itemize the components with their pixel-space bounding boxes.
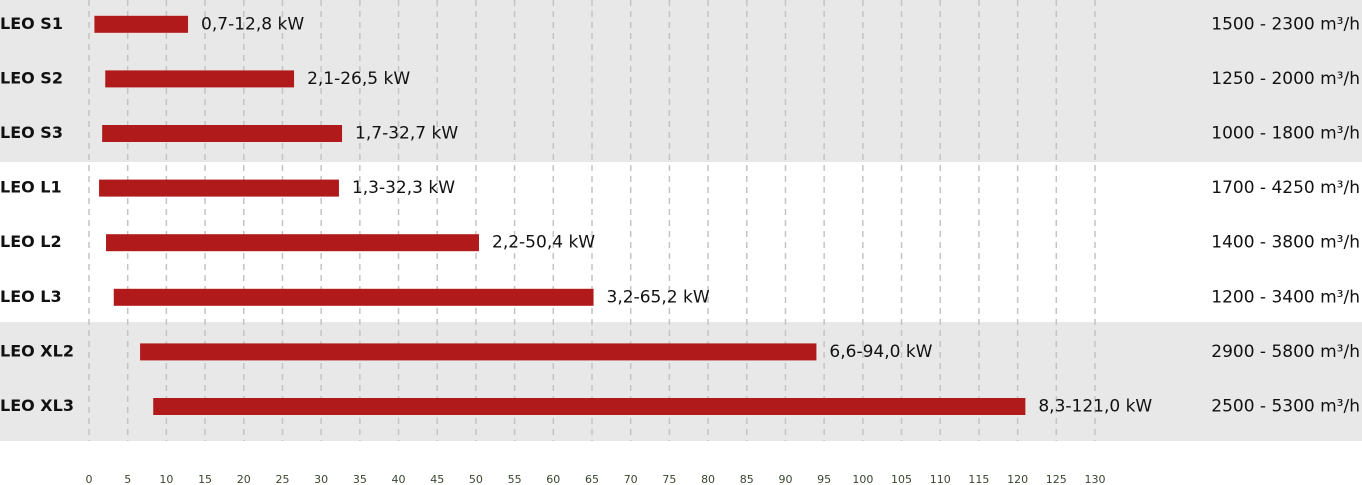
airflow-label: 1700 - 4250 m³/h [1211, 178, 1360, 198]
bar [106, 234, 480, 252]
x-tick-label: 0 [86, 473, 93, 485]
row-group-bg [0, 322, 1362, 441]
airflow-label: 2900 - 5800 m³/h [1211, 342, 1360, 362]
x-tick-label: 20 [237, 473, 251, 485]
x-tick-label: 120 [1007, 473, 1028, 485]
x-tick-label: 65 [585, 473, 599, 485]
airflow-label: 1000 - 1800 m³/h [1211, 124, 1360, 144]
category-label: LEO XL3 [0, 396, 74, 415]
x-tick-label: 55 [508, 473, 522, 485]
x-tick-label: 35 [353, 473, 367, 485]
category-label: LEO S2 [0, 68, 63, 87]
x-tick-label: 25 [275, 473, 289, 485]
bar [113, 288, 594, 306]
x-tick-label: 110 [930, 473, 951, 485]
x-tick-label: 10 [159, 473, 173, 485]
x-tick-label: 45 [430, 473, 444, 485]
airflow-label: 1500 - 2300 m³/h [1211, 14, 1360, 34]
x-tick-label: 60 [546, 473, 560, 485]
bar-value-label: 6,6-94,0 kW [829, 342, 932, 362]
x-tick-label: 30 [314, 473, 328, 485]
x-tick-label: 75 [662, 473, 676, 485]
x-tick-label: 50 [469, 473, 483, 485]
category-label: LEO L1 [0, 178, 62, 197]
x-tick-label: 40 [392, 473, 406, 485]
bar-value-label: 1,7-32,7 kW [355, 124, 458, 144]
x-tick-label: 70 [624, 473, 638, 485]
bar [140, 343, 817, 361]
bar [153, 398, 1026, 415]
bar-value-label: 2,2-50,4 kW [492, 233, 595, 253]
category-label: LEO XL2 [0, 341, 74, 360]
airflow-label: 1200 - 3400 m³/h [1211, 287, 1360, 307]
bar-value-label: 1,3-32,3 kW [352, 178, 455, 198]
bar [105, 70, 295, 88]
x-tick-label: 100 [852, 473, 873, 485]
bar-value-label: 3,2-65,2 kW [607, 287, 710, 307]
airflow-label: 1250 - 2000 m³/h [1211, 69, 1360, 89]
bar [102, 125, 343, 142]
category-label: LEO S3 [0, 123, 63, 142]
x-tick-label: 105 [891, 473, 912, 485]
airflow-label: 1400 - 3800 m³/h [1211, 233, 1360, 253]
x-tick-label: 15 [198, 473, 212, 485]
x-tick-label: 95 [817, 473, 831, 485]
x-tick-label: 90 [778, 473, 792, 485]
category-label: LEO L3 [0, 287, 62, 306]
airflow-label: 2500 - 5300 m³/h [1211, 397, 1360, 417]
bar [94, 15, 189, 33]
bar-value-label: 8,3-121,0 kW [1038, 397, 1152, 417]
category-label: LEO L2 [0, 232, 62, 251]
x-tick-label: 115 [968, 473, 989, 485]
bar-value-label: 0,7-12,8 kW [201, 14, 304, 34]
category-label: LEO S1 [0, 14, 63, 33]
x-tick-label: 85 [740, 473, 754, 485]
x-tick-label: 125 [1046, 473, 1067, 485]
bar-value-label: 2,1-26,5 kW [307, 69, 410, 89]
x-tick-label: 5 [124, 473, 131, 485]
bar [99, 179, 339, 197]
x-tick-label: 80 [701, 473, 715, 485]
x-tick-label: 130 [1085, 473, 1106, 485]
